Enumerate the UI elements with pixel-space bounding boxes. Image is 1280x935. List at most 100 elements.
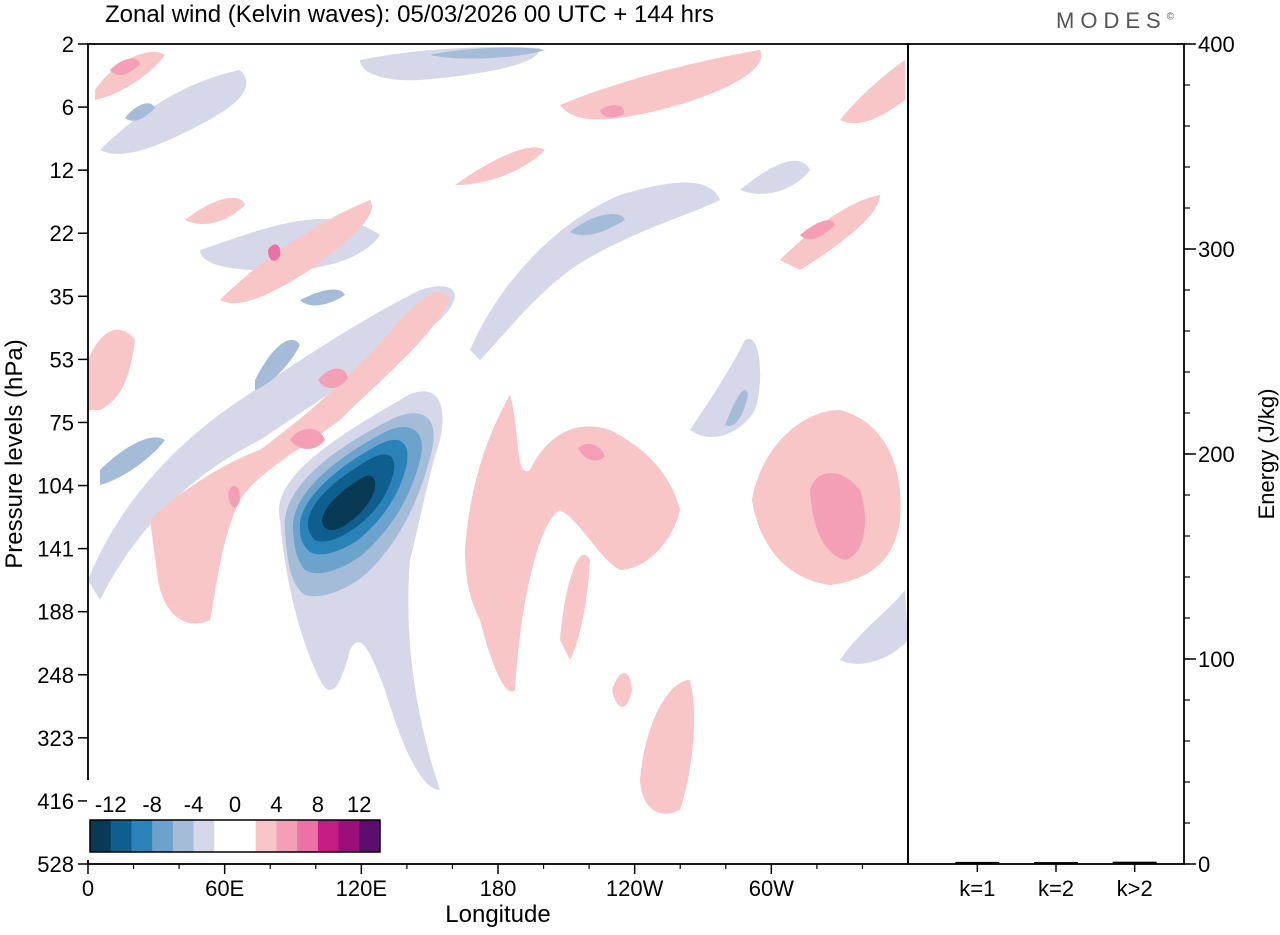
y-tick-label: 35 bbox=[50, 284, 74, 309]
contour-pos-center-core bbox=[578, 443, 605, 461]
x-tick-label: 60W bbox=[749, 876, 794, 901]
contour-pos-band-5 bbox=[455, 147, 545, 185]
y-tick-label: 75 bbox=[50, 410, 74, 435]
contour-neg-core-g bbox=[725, 389, 748, 426]
contour-pos-low-2 bbox=[560, 554, 590, 660]
contour-field bbox=[88, 47, 908, 814]
x-axis-label: Longitude bbox=[445, 901, 550, 928]
energy-bar-label: k=2 bbox=[1038, 876, 1074, 901]
contour-pos-low-1 bbox=[640, 680, 695, 814]
colorbar-swatch bbox=[317, 820, 340, 852]
contour-pos-band-8 bbox=[780, 195, 880, 270]
x-tick-label: 180 bbox=[480, 876, 517, 901]
chart-title: Zonal wind (Kelvin waves): 05/03/2026 00… bbox=[105, 1, 714, 28]
y-tick-label: 53 bbox=[50, 347, 74, 372]
x-tick-label: 60E bbox=[205, 876, 244, 901]
contour-neg-core-f bbox=[430, 47, 545, 59]
contour-pos-core-d bbox=[268, 244, 281, 261]
contour-pos-band-1 bbox=[150, 291, 450, 624]
contour-pos-band-6 bbox=[560, 50, 762, 120]
contour-pos-core-a bbox=[290, 428, 325, 449]
x-tick-label: 0 bbox=[82, 876, 94, 901]
y-tick-label: 416 bbox=[37, 789, 74, 814]
energy-bar bbox=[1112, 861, 1157, 864]
colorbar-swatch bbox=[255, 820, 277, 852]
x-axis: 0 60E 120E 180 120W 60W bbox=[82, 864, 864, 901]
contour-neg-core-e bbox=[125, 103, 155, 121]
energy-tick-label: 0 bbox=[1198, 852, 1210, 877]
y-tick-label: 12 bbox=[50, 158, 74, 183]
x-tick-label: 120W bbox=[606, 876, 664, 901]
colorbar-swatch bbox=[152, 820, 174, 852]
energy-bar bbox=[1034, 862, 1078, 864]
contour-pos-core-f bbox=[110, 58, 140, 76]
colorbar-frame bbox=[89, 819, 381, 853]
contour-neg-core-d bbox=[570, 213, 625, 236]
colorbar-swatch bbox=[297, 820, 319, 852]
x-tick-label: 120E bbox=[336, 876, 387, 901]
energy-bars: k=1 k=2 k>2 bbox=[955, 861, 1157, 901]
colorbar-tick-label: -4 bbox=[184, 792, 204, 817]
contour-neg-core-c bbox=[300, 289, 345, 306]
colorbar-swatch bbox=[359, 820, 381, 852]
colorbar: -12 -8 -4 0 4 8 12 bbox=[87, 780, 383, 860]
contour-pos-core-c bbox=[228, 485, 240, 508]
y-tick-label: 188 bbox=[37, 600, 74, 625]
contour-pos-center bbox=[465, 395, 680, 692]
energy-axis-label: Energy (J/kg) bbox=[1254, 389, 1279, 520]
modes-logo: MODES© bbox=[1056, 8, 1174, 34]
contour-pos-band-9 bbox=[840, 60, 905, 124]
colorbar-swatch bbox=[338, 820, 360, 852]
logo-mark: © bbox=[1166, 11, 1175, 23]
energy-bar-label: k>2 bbox=[1117, 876, 1153, 901]
energy-panel-frame bbox=[907, 43, 1185, 865]
y-tick-label: 104 bbox=[37, 474, 74, 499]
contour-neg-core-a bbox=[100, 437, 165, 485]
colorbar-swatch bbox=[90, 820, 112, 852]
colorbar-tick-label: 4 bbox=[270, 792, 282, 817]
colorbar-swatch bbox=[214, 820, 236, 852]
colorbar-swatch bbox=[193, 820, 215, 852]
contour-pos-band-3 bbox=[220, 200, 372, 304]
y-tick-label: 2 bbox=[62, 32, 74, 57]
energy-bar bbox=[955, 861, 1000, 864]
energy-axis: 0 100 200 300 400 bbox=[1184, 32, 1235, 877]
energy-tick-label: 300 bbox=[1198, 237, 1235, 262]
colorbar-tick-label: -8 bbox=[142, 792, 162, 817]
colorbar-tick-label: 12 bbox=[347, 792, 371, 817]
energy-bar-label: k=1 bbox=[959, 876, 995, 901]
y-tick-label: 141 bbox=[37, 537, 74, 562]
y-tick-label: 22 bbox=[50, 221, 74, 246]
y-tick-label: 528 bbox=[37, 852, 74, 877]
energy-tick-label: 400 bbox=[1198, 32, 1235, 57]
y-axis-label: Pressure levels (hPa) bbox=[1, 339, 28, 568]
contour-pos-band-7 bbox=[95, 51, 165, 100]
contour-neg-band-7 bbox=[690, 338, 761, 438]
contour-neg-plume-12 bbox=[322, 475, 376, 531]
colorbar-swatch bbox=[276, 820, 298, 852]
colorbar-tick-label: -12 bbox=[95, 792, 127, 817]
colorbar-swatch bbox=[235, 820, 257, 852]
contour-neg-band-8 bbox=[840, 590, 908, 664]
colorbar-tick-label: 8 bbox=[312, 792, 324, 817]
y-tick-label: 248 bbox=[37, 663, 74, 688]
y-tick-label: 323 bbox=[37, 726, 74, 751]
y-axis: 2 6 12 22 35 53 75 104 141 188 248 323 416 528 bbox=[37, 32, 88, 877]
contour-neg-band-3 bbox=[470, 182, 720, 360]
energy-tick-label: 100 bbox=[1198, 647, 1235, 672]
energy-tick-label: 200 bbox=[1198, 442, 1235, 467]
contour-pos-low-3 bbox=[612, 673, 632, 707]
colorbar-swatch bbox=[110, 820, 132, 852]
contour-neg-band-6 bbox=[740, 160, 810, 194]
contour-neg-core-b bbox=[255, 339, 300, 390]
contour-pos-band-4 bbox=[185, 197, 245, 225]
colorbar-swatch bbox=[172, 820, 195, 852]
contour-pos-core-g bbox=[800, 220, 835, 240]
colorbar-swatch bbox=[131, 820, 153, 852]
contour-pos-east-core bbox=[810, 473, 865, 560]
logo-text: MODES bbox=[1056, 8, 1167, 33]
contour-pos-band-2 bbox=[88, 329, 135, 410]
contour-pos-core-e bbox=[600, 105, 625, 118]
